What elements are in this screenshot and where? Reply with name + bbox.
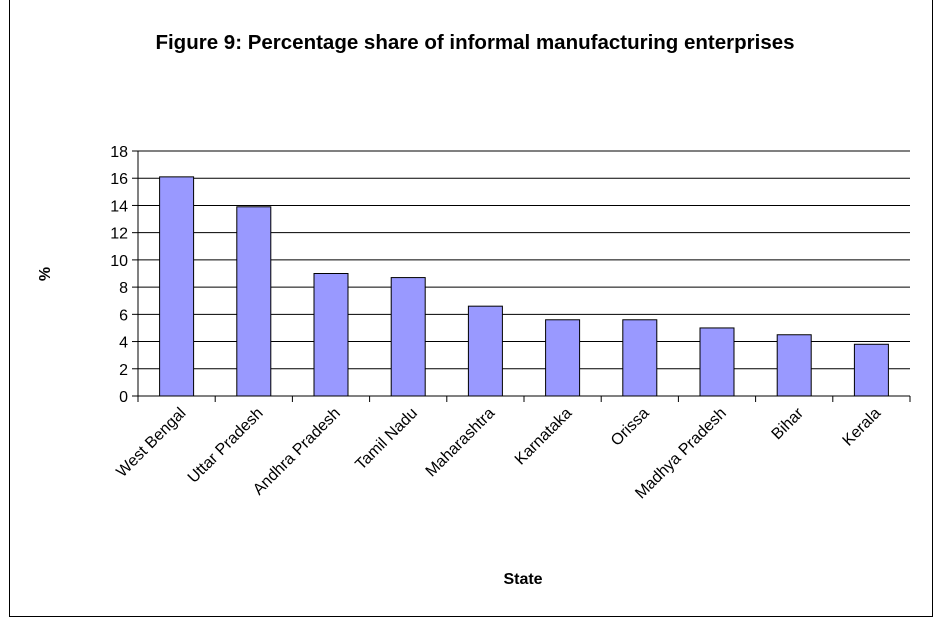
chart-frame: [9, 0, 933, 617]
x-tick-label: Uttar Pradesh: [185, 405, 267, 487]
x-tick-label: Maharashtra: [423, 405, 499, 481]
y-tick-label: 10: [110, 253, 128, 270]
y-tick-label: 14: [110, 198, 128, 215]
bar: [467, 305, 503, 397]
y-tick-label: 4: [119, 335, 128, 352]
y-tick-label: 8: [119, 280, 128, 297]
bar: [853, 343, 889, 397]
x-tick-label: Tamil Nadu: [352, 405, 421, 474]
axes: [132, 150, 911, 402]
y-tick-label: 2: [119, 362, 128, 379]
bar: [776, 334, 812, 397]
bar: [699, 327, 735, 397]
bar: [159, 176, 195, 397]
y-tick-label: 0: [119, 389, 128, 406]
y-tick-label: 16: [110, 171, 128, 188]
y-axis-title: %: [37, 267, 54, 281]
x-tick-label: Orissa: [608, 405, 653, 450]
y-tick-labels: 0 2 4 6 8 10 12 14 16 18: [110, 144, 128, 406]
y-tick-label: 18: [110, 144, 128, 161]
bar: [236, 206, 272, 397]
bar: [390, 277, 426, 397]
x-tick-label: Bihar: [769, 404, 808, 443]
bar: [313, 273, 349, 397]
y-tick-label: 6: [119, 307, 128, 324]
x-tick-label: Karnataka: [512, 405, 576, 469]
x-tick-label: West Bengal: [113, 405, 189, 481]
y-tick-label: 12: [110, 226, 128, 243]
x-tick-label: Kerala: [840, 405, 885, 450]
bar: [622, 319, 658, 397]
chart-title: Figure 9: Percentage share of informal m…: [155, 31, 795, 54]
bar: [545, 319, 581, 397]
x-axis-title: State: [503, 571, 542, 588]
bars: [159, 176, 889, 397]
